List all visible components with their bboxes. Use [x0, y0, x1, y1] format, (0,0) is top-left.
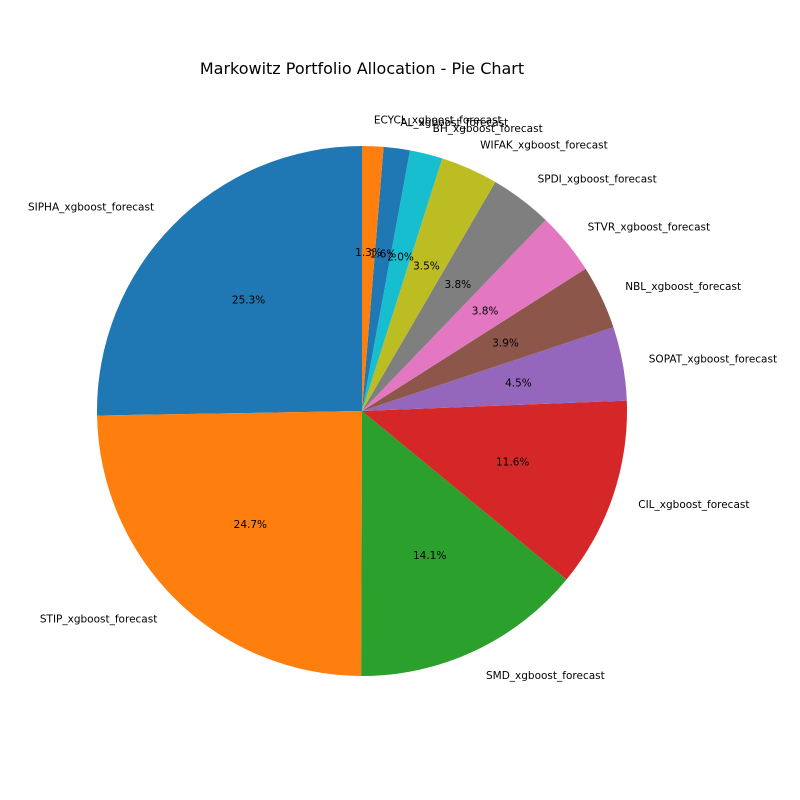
percent-label: 24.7% — [234, 519, 267, 531]
percent-label: 3.8% — [472, 305, 499, 317]
percent-label: 3.9% — [492, 338, 519, 350]
pie-slice — [362, 146, 384, 411]
pie-slice — [361, 411, 567, 677]
percent-label: 1.3% — [355, 247, 382, 259]
slice-label: NBL_xgboost_forecast — [625, 281, 741, 293]
pie-slice — [362, 158, 496, 411]
pie-slice — [362, 146, 410, 411]
percent-label: 3.5% — [413, 261, 440, 273]
slice-label: SMD_xgboost_forecast — [486, 670, 605, 682]
slice-label: SPDI_xgboost_forecast — [538, 173, 657, 185]
percent-label: 14.1% — [413, 550, 446, 562]
slice-label: STIP_xgboost_forecast — [40, 614, 157, 626]
pie-slice — [362, 181, 546, 411]
pie-slice — [97, 411, 362, 676]
slice-label: SOPAT_xgboost_forecast — [649, 354, 777, 366]
slice-labels: SIPHA_xgboost_forecast STIP_xgboost_forec… — [28, 115, 777, 682]
chart-title: Markowitz Portfolio Allocation - Pie Cha… — [200, 59, 524, 78]
slice-label: STVR_xgboost_forecast — [588, 221, 711, 233]
percent-label: 4.5% — [505, 377, 532, 389]
percent-labels: 25.3% 24.7% 14.1% 11.6% 4.5% 3.9% 3.8% 3.8% 3.5%… — [232, 247, 532, 562]
percent-label: 11.6% — [496, 457, 529, 469]
pie-slice — [97, 146, 363, 416]
slice-label: WIFAK_xgboost_forecast — [480, 140, 608, 152]
percent-label: 3.8% — [444, 279, 471, 291]
slice-label: CIL_xgboost_forecast — [638, 499, 749, 511]
percent-label: 1.6% — [370, 248, 397, 260]
pie-slice — [362, 327, 627, 411]
percent-label: 2.0% — [387, 252, 414, 264]
pie-slices — [97, 146, 627, 677]
pie-slice — [362, 400, 627, 580]
pie-slice — [362, 150, 443, 411]
slice-label: AL_xgboost_forecast — [400, 117, 508, 129]
slice-label: SIPHA_xgboost_forecast — [28, 202, 154, 214]
slice-label: BH_xgboost_forecast — [433, 123, 543, 135]
slice-label: ECYCL_xgboost_forecast — [374, 115, 502, 127]
percent-label: 25.3% — [232, 295, 265, 307]
pie-slice — [362, 219, 586, 411]
pie-slice — [362, 268, 614, 411]
